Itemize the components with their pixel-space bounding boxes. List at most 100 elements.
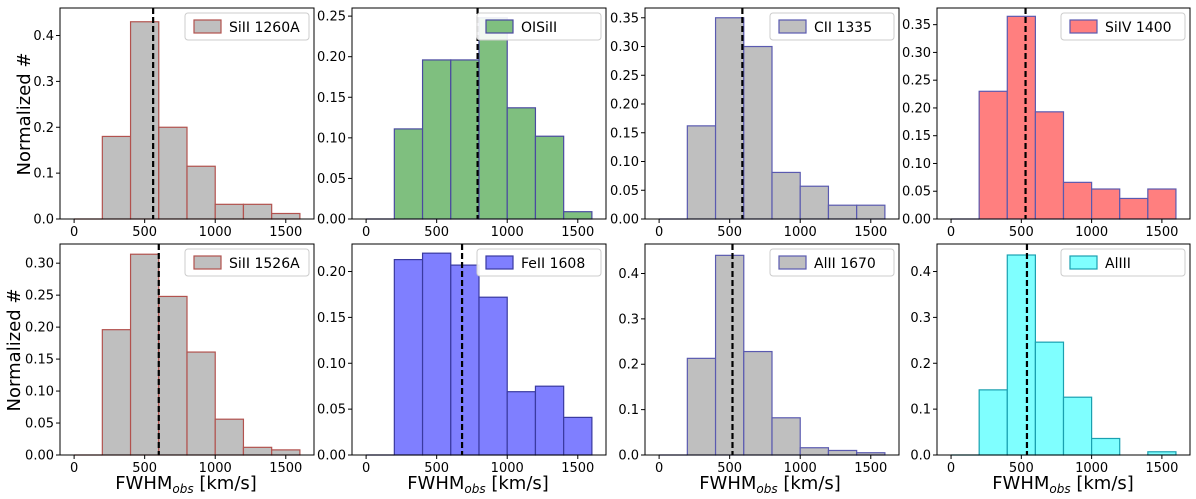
histogram-bar [1006, 254, 1036, 456]
y-tick-label: 0.20 [902, 101, 931, 116]
x-tick-label: 1000 [784, 461, 817, 476]
y-tick-label: 0.05 [902, 185, 931, 200]
y-tick-label: 0.30 [610, 40, 639, 55]
histogram-bar [686, 357, 717, 456]
legend-label: AlIII [1105, 256, 1131, 272]
axes-frame [351, 243, 607, 456]
histogram-bar [129, 253, 160, 456]
x-tick-label: 1000 [199, 225, 232, 240]
y-tick-label: 0.10 [25, 385, 54, 400]
axes-frame [59, 7, 315, 220]
legend-label: OISiII [521, 20, 557, 36]
histogram-bar [534, 135, 565, 220]
histogram-panel-3: 0 500 1000 1500 0.00 0.05 0.10 0.15 0.20 0.25 0.30… [610, 7, 900, 240]
legend-label: SiII 1260A [229, 20, 300, 36]
x-tick-label: 500 [424, 225, 449, 240]
y-tick-label: 0.10 [317, 131, 346, 146]
x-axis-label-unit: [km/s] [194, 473, 257, 494]
x-axis-label-sub: obs [464, 482, 485, 496]
y-tick-label: 0.30 [902, 46, 931, 61]
histogram-bar [827, 449, 858, 456]
x-axis-label-unit: [km/s] [1071, 473, 1134, 494]
histogram-bar [1091, 437, 1121, 456]
y-tick-label: 0.00 [317, 213, 346, 228]
axes-frame [351, 7, 607, 220]
x-tick-label: 0 [362, 225, 370, 240]
histogram-bar [101, 329, 132, 456]
histogram-bar [1119, 197, 1149, 220]
histogram-bar [478, 296, 508, 456]
y-tick-label: 0.4 [33, 29, 54, 44]
y-tick-label: 0.15 [610, 126, 639, 141]
histogram-panel-2: 0 500 1000 1500 0.00 0.05 0.10 0.15 0.20 0.25 OISi… [317, 7, 607, 240]
legend: SiII 1260A [184, 12, 310, 41]
x-axis-label-unit: [km/s] [486, 473, 549, 494]
svg-text:FWHMobs [km/s]: FWHMobs [km/s] [407, 473, 549, 496]
y-axis-label-top: Normalized # [14, 53, 35, 176]
histogram-bar [799, 447, 830, 456]
x-tick-label: 1500 [561, 225, 594, 240]
y-tick-label: 0.15 [902, 129, 931, 144]
histogram-bar [1006, 15, 1036, 220]
histogram-bar [856, 204, 886, 220]
y-tick-label: 0.3 [910, 311, 931, 326]
histogram-bar [242, 446, 273, 456]
histogram-bar [563, 416, 593, 456]
y-tick-label: 0.00 [902, 213, 931, 228]
y-tick-label: 0.00 [610, 213, 639, 228]
histogram-bar [827, 204, 858, 220]
histogram-bar [393, 128, 424, 220]
y-tick-label: 0.10 [317, 357, 346, 372]
y-tick-label: 0.2 [33, 121, 54, 136]
histogram-bar [771, 171, 801, 220]
y-tick-label: 0.05 [25, 417, 54, 432]
legend-swatch [193, 255, 222, 270]
x-tick-label: 1000 [1075, 461, 1108, 476]
legend: CII 1335 [769, 12, 895, 41]
y-tick-label: 0.10 [610, 155, 639, 170]
legend: SiIV 1400 [1060, 12, 1186, 41]
histogram-bar [421, 252, 452, 456]
y-tick-label: 0.4 [618, 267, 639, 282]
axes-frame [644, 243, 900, 456]
legend-swatch [778, 19, 807, 34]
histogram-bar [1062, 181, 1093, 220]
axes-frame [59, 243, 315, 456]
y-tick-label: 0.25 [902, 74, 931, 89]
x-tick-label: 1500 [1145, 461, 1178, 476]
x-tick-label: 500 [1009, 461, 1034, 476]
y-tick-label: 0.25 [25, 289, 54, 304]
x-tick-label: 1000 [199, 461, 232, 476]
x-tick-label: 500 [132, 225, 157, 240]
x-axis-label-main: FWHM [992, 473, 1049, 494]
legend-swatch [1069, 255, 1098, 270]
x-tick-label: 500 [717, 461, 742, 476]
x-axis-label-4: FWHMobs [km/s] [992, 473, 1134, 496]
histogram-panel-5: 0 500 1000 1500 0.00 0.05 0.10 0.15 0.20 0.25 0.30… [25, 243, 315, 476]
histogram-bar [1091, 188, 1121, 220]
y-tick-label: 0.1 [618, 403, 639, 418]
svg-text:FWHMobs [km/s]: FWHMobs [km/s] [115, 473, 257, 496]
legend: OISiII [476, 12, 602, 41]
x-axis-label-sub: obs [1049, 482, 1070, 496]
x-tick-label: 500 [717, 225, 742, 240]
histogram-bar [186, 351, 216, 456]
y-tick-label: 0.00 [25, 449, 54, 464]
y-tick-label: 0.20 [610, 98, 639, 113]
y-tick-label: 0.1 [910, 403, 931, 418]
x-tick-label: 500 [132, 461, 157, 476]
y-tick-label: 0.3 [33, 75, 54, 90]
histogram-panel-4: 0 500 1000 1500 0.00 0.05 0.10 0.15 0.20 0.25 0.30… [902, 7, 1191, 240]
y-tick-label: 0.4 [910, 265, 931, 280]
x-tick-label: 0 [70, 225, 78, 240]
histogram-bar [450, 264, 480, 456]
x-tick-label: 0 [655, 461, 663, 476]
histogram-bar [506, 391, 537, 456]
histogram-bar [714, 17, 745, 220]
histogram-bar [271, 212, 301, 220]
x-tick-label: 0 [947, 225, 955, 240]
x-tick-label: 0 [947, 461, 955, 476]
legend-swatch [193, 19, 222, 34]
histogram-bar [214, 418, 245, 456]
